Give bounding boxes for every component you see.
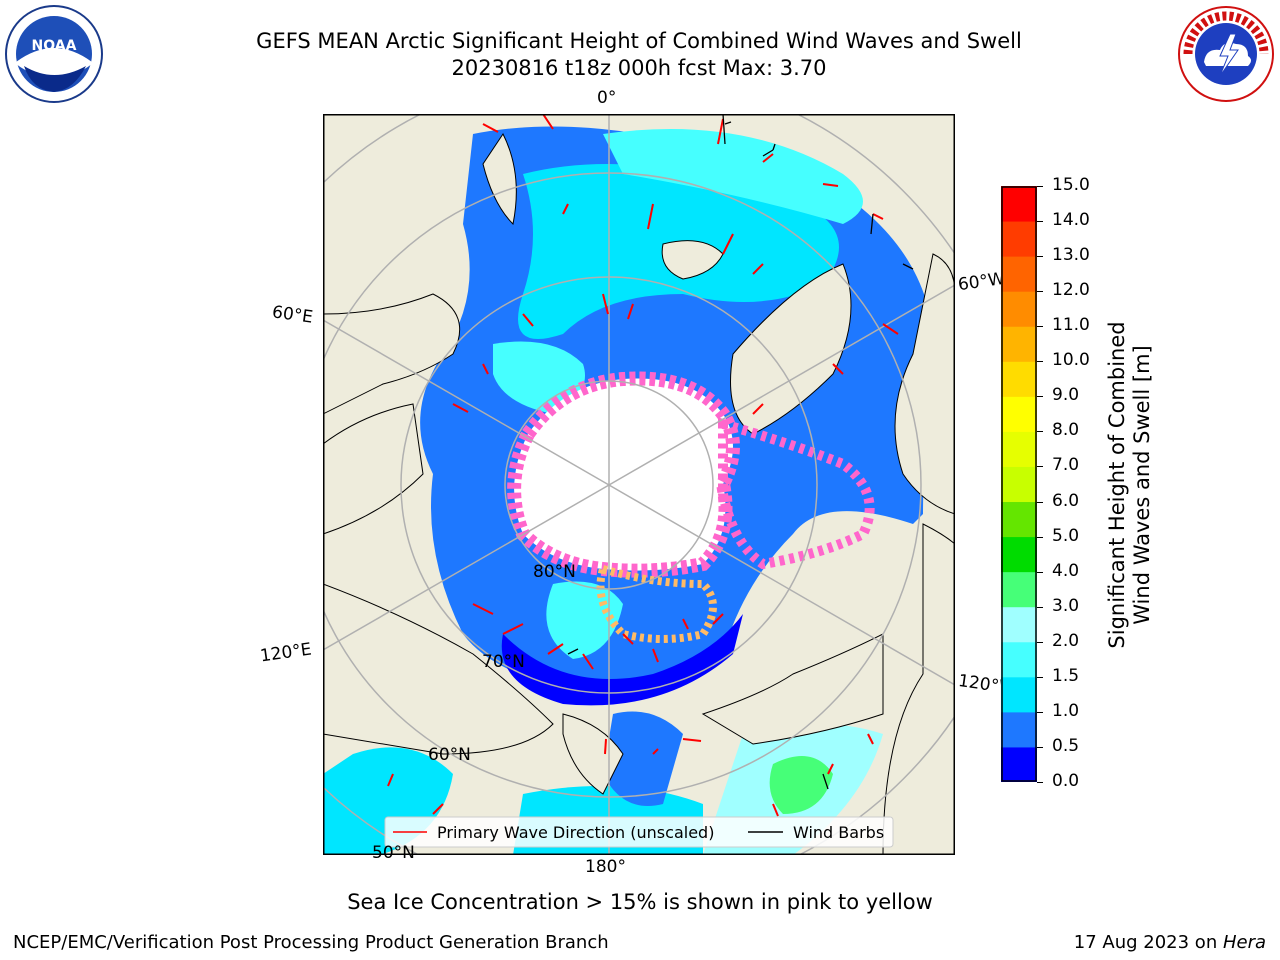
chart-subtitle: 20230816 t18z 000h fcst Max: 3.70 [451,56,827,80]
lat-label-80: 80°N [533,562,576,582]
colorbar-tick-label: 10.0 [1052,350,1090,371]
colorbar-tick-label: 0.0 [1052,771,1080,791]
footer-date: 17 Aug 2023 on Hera [1074,932,1266,953]
colorbar-tick-label: 8.0 [1052,420,1080,441]
colorbar-tick-mark [1037,746,1043,748]
colorbar-tick-label: 7.0 [1052,455,1080,476]
colorbar-tick-mark [1037,256,1043,258]
wind-barbs [567,114,914,790]
colorbar-tick-label: 5.0 [1052,525,1080,546]
footer-branch: NCEP/EMC/Verification Post Processing Pr… [13,932,609,953]
footer-date-text: 17 Aug 2023 on [1073,932,1223,953]
colorbar-tick-mark [1037,396,1043,398]
colorbar-tick-label: 3.0 [1052,595,1080,616]
colorbar-tick-label: 15.0 [1052,175,1090,195]
sea-ice-edge-siberian [596,564,717,643]
colorbar-tick-mark [1037,466,1043,468]
colorbar-segment [1001,606,1037,643]
colorbar-segment [1001,256,1037,292]
colorbar-segment [1001,396,1037,432]
colorbar-tick-mark [1037,361,1043,363]
nws-logo [1178,6,1274,102]
colorbar-tick-label: 1.0 [1052,700,1080,721]
svg-text:NOAA: NOAA [32,38,77,54]
colorbar-segment [1001,571,1037,608]
lon-label-right-upper: 60°W [956,268,1007,296]
ice-interior [514,378,733,571]
colorbar-tick-mark [1037,536,1043,538]
colorbar-tick-label: 9.0 [1052,385,1080,406]
colorbar-tick-mark [1037,711,1043,713]
sea-ice-note: Sea Ice Concentration > 15% is shown in … [347,890,933,914]
colorbar-tick-mark [1037,676,1043,678]
lat-label-50: 50°N [372,843,415,863]
lon-label-top: 0° [597,88,617,108]
colorbar-tick-label: 2.0 [1052,630,1080,651]
colorbar-tick-label: 1.5 [1052,665,1080,686]
lon-label-left-lower: 120°E [258,639,313,667]
chart-title: GEFS MEAN Arctic Significant Height of C… [256,29,1022,53]
map-frame [323,114,955,855]
colorbar-segment [1001,711,1037,748]
colorbar-tick-label: 0.5 [1052,735,1080,756]
arctic-map: Primary Wave Direction (unscaled) Wind B… [323,114,955,855]
colorbar-tick-label: 12.0 [1052,280,1090,301]
lon-label-left-upper: 60°E [270,302,315,328]
colorbar-segment [1001,676,1037,713]
colorbar-tick-mark [1037,326,1043,328]
legend-wave-label: Primary Wave Direction (unscaled) [437,823,714,842]
colorbar-segment [1001,641,1037,678]
colorbar-tick-mark [1037,606,1043,608]
colorbar-tick-label: 6.0 [1052,490,1080,511]
colorbar-segment [1001,326,1037,362]
colorbar-tick-mark [1037,782,1043,783]
lat-label-60: 60°N [428,745,471,765]
colorbar-tick-mark [1037,431,1043,433]
colorbar-tick-label: 11.0 [1052,315,1090,336]
colorbar-tick-mark [1037,291,1043,293]
colorbar-label-line1: Significant Height of Combined [1105,321,1129,649]
colorbar-tick-label: 14.0 [1052,210,1090,231]
graticule [323,114,955,855]
colorbar-tick-mark [1037,641,1043,643]
colorbar-tick-mark [1037,186,1043,187]
colorbar-segment [1001,186,1037,222]
colorbar-segment [1001,431,1037,467]
sea-ice-edge-canadian [718,417,875,570]
land-masses [323,133,955,855]
colorbar-tick-label: 13.0 [1052,245,1090,266]
colorbar-tick-mark [1037,501,1043,503]
colorbar-label: Significant Height of Combined Wind Wave… [1105,321,1155,648]
colorbar-label-line2: Wind Waves and Swell [m] [1130,345,1154,625]
footer-machine: Hera [1222,932,1266,953]
colorbar-segment [1001,746,1037,782]
colorbar-segment [1001,466,1037,503]
colorbar-tick-mark [1037,571,1043,573]
colorbar-segment [1001,291,1037,327]
lon-label-bottom: 180° [585,857,626,877]
colorbar-segment [1001,501,1037,538]
colorbar [1001,186,1037,782]
colorbar-tick-mark [1037,221,1043,223]
colorbar-segment [1001,221,1037,257]
noaa-logo: NOAA [5,5,103,103]
colorbar-segment [1001,361,1037,397]
legend-barb-label: Wind Barbs [793,823,884,842]
colorbar-segment [1001,536,1037,573]
colorbar-tick-label: 4.0 [1052,560,1080,581]
map-legend: Primary Wave Direction (unscaled) Wind B… [384,816,894,848]
wave-direction-arrows [387,114,899,817]
lat-label-70: 70°N [482,652,525,672]
